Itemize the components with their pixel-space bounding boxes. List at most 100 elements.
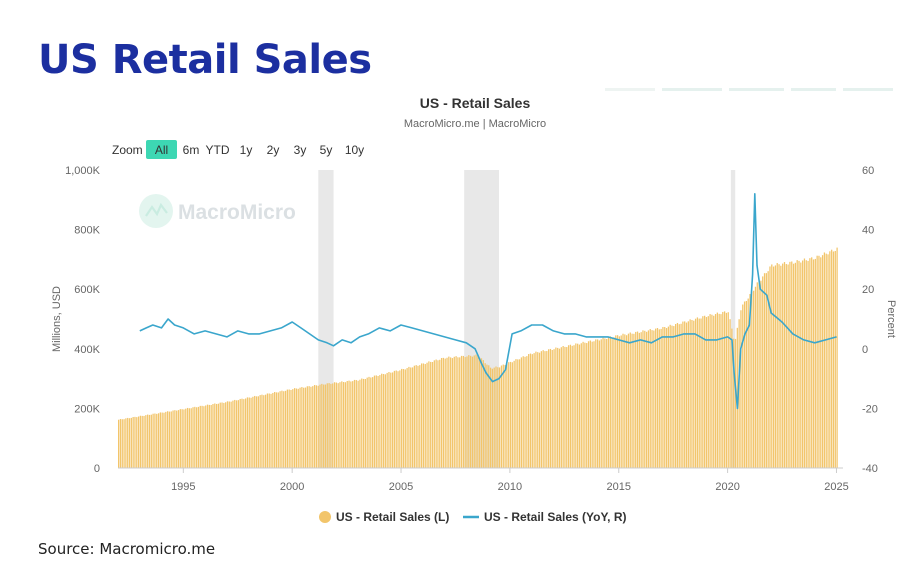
bar <box>230 401 232 468</box>
zoom-button-1y[interactable]: 1y <box>234 140 258 159</box>
x-tick-label: 1995 <box>171 481 195 493</box>
bar <box>687 321 689 468</box>
y2-tick-label: 0 <box>862 344 868 356</box>
legend-item-retail-sales-yoy[interactable]: US - Retail Sales (YoY, R) <box>463 510 626 524</box>
bar <box>357 380 359 468</box>
legend-label: US - Retail Sales (L) <box>336 510 449 524</box>
bar <box>489 367 492 468</box>
bar <box>342 382 345 468</box>
bar <box>704 315 706 468</box>
bar <box>188 408 191 468</box>
bar <box>658 329 660 468</box>
bar <box>665 328 668 468</box>
bar <box>600 339 602 468</box>
zoom-button-all[interactable]: All <box>146 140 177 159</box>
zoom-button-2y[interactable]: 2y <box>261 140 285 159</box>
legend-item-retail-sales[interactable]: US - Retail Sales (L) <box>319 510 449 524</box>
bar <box>312 386 314 468</box>
zoom-button-label: 5y <box>320 143 333 157</box>
bar <box>836 247 838 468</box>
bar <box>482 360 484 468</box>
bar <box>662 326 664 468</box>
bar <box>522 356 524 468</box>
bar <box>364 379 367 468</box>
bar <box>156 413 158 468</box>
bar <box>740 310 742 468</box>
bar <box>829 251 831 468</box>
bar <box>125 418 127 468</box>
bar <box>480 358 483 468</box>
bar <box>644 330 646 468</box>
bar <box>219 402 221 468</box>
bar <box>241 398 243 468</box>
bar <box>430 361 432 468</box>
bar <box>778 264 780 468</box>
bar <box>132 416 134 468</box>
bar <box>807 260 809 468</box>
source-note: Source: Macromicro.me <box>38 540 216 558</box>
bar <box>694 318 697 468</box>
zoom-button-10y[interactable]: 10y <box>339 140 370 159</box>
bar <box>499 367 501 468</box>
bar <box>310 386 312 468</box>
bar <box>718 313 720 468</box>
bar <box>408 366 410 468</box>
bar <box>143 415 145 468</box>
bar <box>821 255 824 468</box>
bar <box>580 343 582 468</box>
bar <box>542 350 544 468</box>
bar <box>714 314 717 468</box>
bar <box>702 316 704 468</box>
bar <box>596 339 599 468</box>
bar <box>685 322 688 468</box>
y-tick-label: 0 <box>94 463 100 475</box>
bar <box>477 355 479 468</box>
zoom-button-5y[interactable]: 5y <box>314 140 338 159</box>
bar <box>673 326 675 468</box>
bar <box>118 419 120 468</box>
bar <box>283 391 285 468</box>
bar <box>471 356 474 468</box>
x-tick-label: 2010 <box>498 481 522 493</box>
bar <box>308 386 310 468</box>
bar <box>150 414 152 468</box>
bar <box>355 380 357 468</box>
x-tick-label: 2025 <box>824 481 848 493</box>
bar <box>346 381 348 468</box>
bar <box>299 387 301 468</box>
bar <box>321 383 323 468</box>
zoom-button-6m[interactable]: 6m <box>179 140 203 159</box>
bar <box>232 400 234 468</box>
bar <box>624 334 626 468</box>
bar <box>827 254 829 468</box>
bar <box>664 327 666 468</box>
y-tick-label: 1,000K <box>65 165 101 177</box>
bar <box>529 353 532 468</box>
zoom-button-ytd[interactable]: YTD <box>202 140 233 159</box>
bar <box>217 403 220 468</box>
bar <box>606 339 608 468</box>
bar <box>263 395 265 468</box>
bar <box>464 357 466 468</box>
bar <box>753 290 755 468</box>
bar <box>575 343 577 468</box>
x-tick-label: 2000 <box>280 481 304 493</box>
bar <box>743 301 746 468</box>
bar <box>738 319 740 468</box>
bar <box>551 349 553 468</box>
bar <box>410 367 412 468</box>
bar <box>313 385 316 468</box>
bar <box>729 319 731 468</box>
bar <box>812 259 815 468</box>
bar <box>538 352 541 468</box>
bar <box>546 351 548 468</box>
bar <box>335 382 337 468</box>
zoom-button-3y[interactable]: 3y <box>288 140 312 159</box>
bar <box>395 370 397 468</box>
bar <box>259 395 261 468</box>
bar <box>682 321 684 468</box>
bar <box>785 264 787 468</box>
bar <box>479 357 481 468</box>
bar <box>772 266 775 468</box>
bar <box>397 371 399 468</box>
